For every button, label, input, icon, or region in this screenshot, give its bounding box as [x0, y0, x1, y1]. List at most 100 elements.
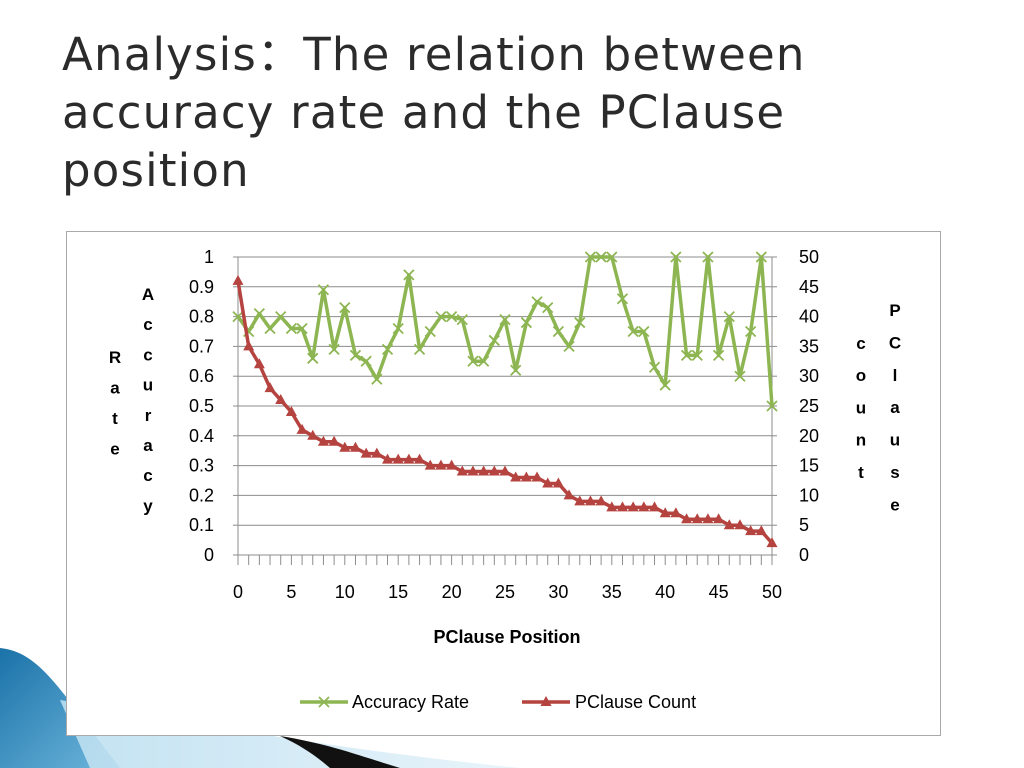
data-point — [467, 465, 479, 476]
data-point — [680, 349, 693, 361]
y-right-tick-label: 50 — [799, 247, 819, 267]
data-point — [563, 340, 575, 353]
data-point — [446, 459, 458, 470]
y-right-title-pclause-char: u — [890, 431, 900, 450]
data-point — [349, 441, 361, 452]
x-tick-label: 35 — [602, 582, 622, 602]
data-point — [478, 465, 490, 476]
data-point — [670, 251, 682, 263]
data-point — [552, 477, 564, 488]
y-right-title-pclause-char: a — [890, 398, 900, 417]
x-tick-label: 10 — [335, 582, 355, 602]
legend-label: PClause Count — [575, 692, 696, 712]
data-point — [606, 501, 618, 512]
data-point — [339, 302, 351, 314]
legend-label: Accuracy Rate — [352, 692, 469, 712]
data-point — [745, 325, 757, 338]
y-left-title-rate: Rate — [109, 348, 121, 459]
legend-marker — [540, 696, 552, 706]
axis-labels: 00.10.20.30.40.50.60.70.80.9105101520253… — [109, 247, 901, 647]
y-left-tick-label: 0.1 — [189, 515, 214, 535]
y-left-title-accuracy-char: a — [143, 436, 153, 455]
data-point — [766, 400, 778, 412]
data-point — [616, 501, 628, 512]
data-point — [520, 471, 532, 482]
data-point — [371, 447, 383, 458]
data-point — [317, 284, 330, 296]
swoosh-light — [60, 700, 520, 768]
series-line — [236, 255, 774, 407]
legend: Accuracy Rate PClause Count — [300, 692, 696, 712]
data-point — [413, 343, 426, 356]
data-point — [638, 325, 650, 338]
data-point — [584, 251, 597, 263]
data-point — [328, 435, 340, 446]
data-point — [317, 435, 329, 446]
data-point — [713, 513, 725, 524]
x-tick-label: 45 — [709, 582, 729, 602]
data-point — [445, 310, 458, 323]
data-point — [349, 349, 362, 361]
data-point — [574, 495, 586, 506]
data-point — [414, 453, 426, 464]
data-point — [638, 501, 650, 512]
y-right-title-pclause-char: C — [889, 333, 901, 352]
series-pclause-count — [232, 274, 778, 548]
data-point — [307, 352, 319, 364]
data-point — [253, 307, 265, 320]
data-point — [478, 355, 490, 367]
data-point — [403, 269, 415, 281]
data-point — [563, 489, 575, 500]
data-point — [275, 394, 287, 405]
y-left-tick-label: 0.4 — [189, 426, 214, 446]
data-point — [285, 405, 297, 416]
data-point — [616, 293, 629, 305]
data-point — [681, 513, 693, 524]
data-point — [424, 459, 436, 470]
data-point — [531, 471, 543, 482]
data-point — [381, 343, 394, 356]
data-point — [606, 251, 618, 263]
y-left-title-rate-char: e — [110, 440, 119, 459]
y-right-tick-label: 0 — [799, 545, 809, 565]
x-tick-label: 25 — [495, 582, 515, 602]
grid-lines — [238, 256, 772, 526]
y-left-tick-label: 0.8 — [189, 307, 214, 327]
data-point — [392, 453, 404, 464]
data-point — [734, 370, 746, 382]
y-right-tick-label: 40 — [799, 307, 819, 327]
data-point — [542, 477, 554, 488]
y-right-title-count-char: t — [858, 463, 864, 482]
data-point — [403, 453, 415, 464]
data-point — [648, 361, 661, 373]
data-point — [659, 379, 671, 391]
data-point — [296, 322, 308, 335]
y-right-title-pclause-char: e — [890, 495, 899, 514]
data-point — [339, 441, 351, 452]
y-right-tick-label: 5 — [799, 515, 809, 535]
data-point — [499, 313, 511, 326]
y-left-title-accuracy: Accuracy — [142, 285, 154, 515]
data-point — [627, 501, 639, 512]
data-point — [467, 355, 479, 367]
data-point — [285, 322, 298, 335]
y-left-tick-label: 0.6 — [189, 366, 214, 386]
data-point — [552, 325, 565, 338]
y-right-tick-label: 10 — [799, 485, 819, 505]
y-right-title-pclause: PClause — [889, 301, 901, 514]
y-left-title-accuracy-char: c — [143, 466, 152, 485]
y-left-title-rate-char: a — [110, 379, 120, 398]
series-accuracy-rate — [232, 251, 778, 412]
y-left-tick-label: 0.5 — [189, 396, 214, 416]
swoosh-dark — [280, 736, 400, 768]
data-point — [691, 513, 703, 524]
y-right-tick-label: 45 — [799, 277, 819, 297]
y-left-tick-label: 0.7 — [189, 336, 214, 356]
data-point — [755, 525, 767, 536]
data-point — [584, 495, 596, 506]
series-layer — [232, 251, 778, 548]
y-right-title-pclause-char: s — [890, 463, 899, 482]
data-point — [243, 340, 255, 351]
y-left-title-accuracy-char: y — [143, 496, 153, 515]
